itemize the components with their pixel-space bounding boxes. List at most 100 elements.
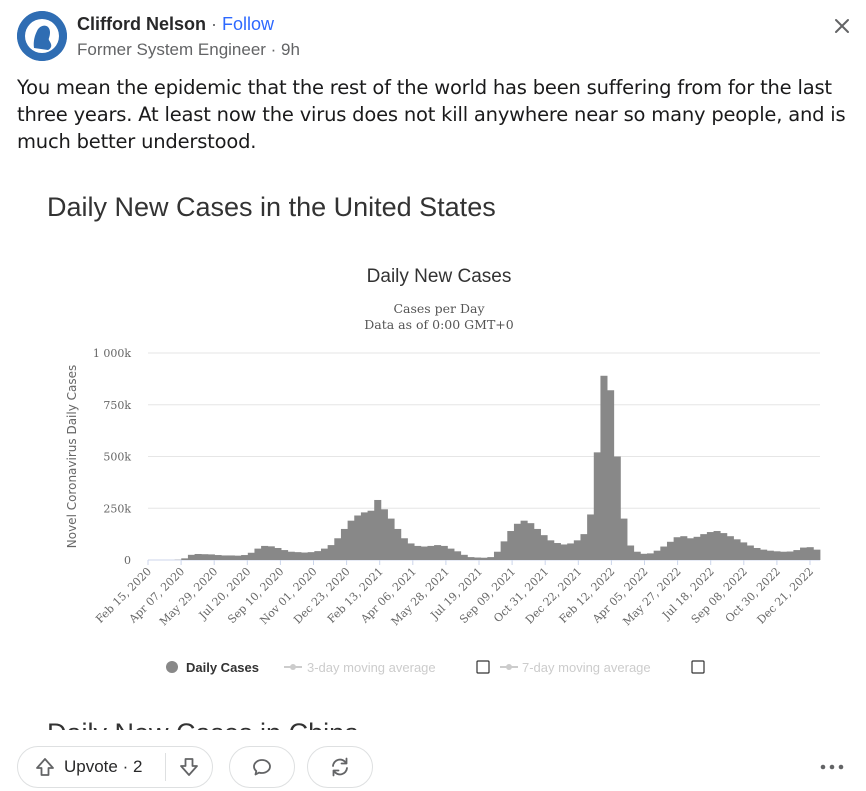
post-body-text: You mean the epidemic that the rest of t… <box>17 76 846 153</box>
daily-cases-bar <box>234 555 242 560</box>
y-tick-label: 1 000k <box>93 347 131 360</box>
daily-cases-bar <box>294 552 302 560</box>
daily-cases-bar <box>261 545 269 560</box>
daily-cases-bar <box>746 545 754 560</box>
daily-cases-bar <box>560 544 568 560</box>
daily-cases-bar <box>207 554 215 560</box>
daily-cases-bar <box>201 554 209 560</box>
daily-cases-bar <box>613 456 621 560</box>
daily-cases-bar <box>287 551 295 560</box>
daily-cases-bar <box>181 558 189 560</box>
daily-cases-bar <box>487 557 495 560</box>
daily-cases-bar <box>493 551 502 560</box>
daily-cases-bar <box>647 553 655 560</box>
comment-icon <box>253 759 271 776</box>
chart-subtitle-date: Data as of 0:00 GMT+0 <box>364 317 514 332</box>
daily-cases-bar <box>620 518 628 560</box>
legend-3day-average: 3-day moving average <box>307 660 436 675</box>
vote-group: Upvote · 2 <box>17 746 213 788</box>
daily-cases-bar <box>394 528 402 560</box>
embed-title: Daily New Cases in the United States <box>47 192 496 222</box>
daily-cases-bar <box>686 538 694 560</box>
daily-cases-bar <box>434 545 442 560</box>
daily-cases-bar <box>334 538 342 560</box>
chart-title: Daily New Cases <box>367 266 512 287</box>
daily-cases-bar <box>607 390 615 560</box>
daily-cases-bar <box>360 512 368 560</box>
share-icon <box>332 757 348 777</box>
next-embed-title: Daily New Cases in China <box>47 718 359 730</box>
daily-cases-bar <box>194 553 202 560</box>
daily-cases-bar <box>427 545 435 560</box>
daily-cases-bar <box>806 547 814 560</box>
daily-cases-bar <box>760 549 768 560</box>
daily-cases-bar <box>520 520 528 560</box>
daily-cases-bar <box>214 555 222 560</box>
daily-cases-bar <box>693 536 701 560</box>
daily-cases-bar <box>513 523 521 560</box>
y-tick-label: 0 <box>124 554 131 567</box>
chart-subtitle: Cases per Day <box>393 301 485 316</box>
y-tick-label: 500k <box>103 451 131 464</box>
daily-cases-bar <box>713 531 721 560</box>
avatar-silhouette-icon <box>17 11 67 61</box>
upvote-button[interactable]: Upvote · 2 <box>18 747 164 787</box>
daily-cases-bar <box>314 551 322 560</box>
daily-cases-bar <box>660 546 668 560</box>
author-name[interactable]: Clifford Nelson <box>77 14 206 34</box>
close-button[interactable] <box>827 11 857 41</box>
daily-cases-bar <box>653 550 661 560</box>
daily-cases-bar <box>533 528 541 560</box>
daily-cases-bar <box>786 551 794 560</box>
daily-cases-bar <box>700 534 708 560</box>
daily-cases-bar <box>573 540 581 560</box>
avatar[interactable] <box>17 11 67 61</box>
upvote-label: Upvote · 2 <box>64 757 143 776</box>
daily-cases-bar <box>733 539 741 560</box>
daily-cases-bar <box>720 533 728 560</box>
daily-cases-bar <box>567 543 575 560</box>
daily-cases-bar <box>740 542 748 560</box>
daily-cases-bar <box>367 510 375 560</box>
daily-cases-bar <box>414 545 422 560</box>
more-options-button[interactable] <box>815 750 849 784</box>
daily-cases-bar <box>307 552 315 560</box>
more-icon <box>820 764 844 770</box>
daily-cases-bar <box>680 536 688 560</box>
downvote-arrow-icon <box>180 758 198 776</box>
daily-cases-bar <box>800 547 808 560</box>
legend-7day-checkbox <box>691 660 705 674</box>
daily-cases-bar <box>254 548 262 560</box>
follow-button[interactable]: Follow <box>222 14 275 34</box>
daily-cases-bar <box>627 545 635 560</box>
daily-cases-bar <box>580 534 588 560</box>
x-tick-label: May 28, 2021 <box>389 565 452 628</box>
daily-cases-bar <box>267 546 275 560</box>
daily-cases-bar <box>460 554 468 560</box>
daily-cases-bar <box>706 532 714 560</box>
daily-cases-bar <box>227 555 235 560</box>
daily-cases-bar <box>587 514 595 560</box>
legend-3day-marker <box>290 664 296 670</box>
daily-cases-bar <box>407 543 415 560</box>
daily-cases-bar <box>467 557 475 560</box>
daily-cases-bar <box>793 550 801 560</box>
daily-cases-bar <box>447 548 455 560</box>
daily-cases-bar <box>813 549 821 560</box>
daily-cases-bar <box>673 537 681 560</box>
y-tick-label: 750k <box>103 399 131 412</box>
daily-cases-bar <box>400 538 408 560</box>
daily-cases-bar <box>633 551 641 560</box>
daily-cases-bar <box>593 452 601 560</box>
share-button[interactable] <box>307 746 373 788</box>
daily-cases-bar <box>347 520 355 560</box>
vote-divider <box>165 753 166 781</box>
daily-cases-bar <box>474 557 482 560</box>
daily-cases-bar <box>553 543 561 560</box>
daily-cases-bar <box>540 535 548 560</box>
daily-cases-bar <box>780 551 788 560</box>
comment-button[interactable] <box>229 746 295 788</box>
daily-cases-bar <box>327 545 335 560</box>
downvote-button[interactable] <box>166 747 212 787</box>
